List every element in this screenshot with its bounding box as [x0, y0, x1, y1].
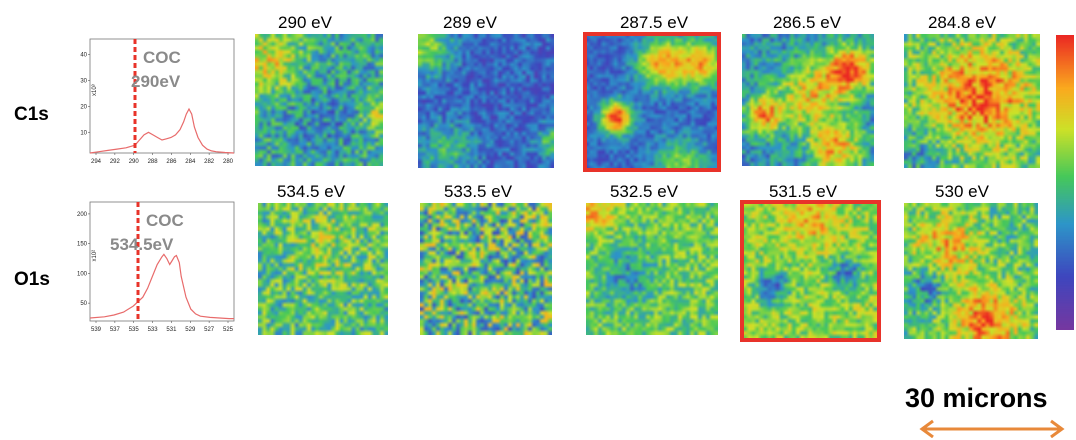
y-tick-label: 150 [77, 242, 88, 248]
y-multiplier: x10³ [92, 84, 98, 96]
map-title: 289 eV [443, 13, 497, 32]
spectrum-plot-c1s: 294 292 290 288 286 284 282 280 40 30 20 10 x10³ COC 2… [76, 35, 236, 175]
map-title: 530 eV [935, 182, 989, 201]
marker-label: COC [143, 48, 181, 67]
x-tick-label: 284 [185, 159, 196, 165]
map-title: 284.8 eV [927, 13, 997, 32]
map-title: 290 eV [278, 13, 332, 32]
spectrum-svg-o1s: 539 537 535 533 531 529 527 525 200 150 100 50 x10² C… [77, 201, 235, 333]
x-tick-label: 288 [148, 159, 159, 165]
intensity-map-o1s-530 [904, 203, 1038, 339]
x-tick-label: 527 [204, 327, 215, 333]
map-title: 533.5 eV [443, 182, 513, 201]
intensity-map-o1s-532-5 [586, 203, 718, 335]
x-tick-label: 537 [110, 327, 121, 333]
map-title: 286.5 eV [772, 13, 842, 32]
x-tick-label: 529 [185, 327, 196, 333]
spectrum-plot-o1s: 539 537 535 533 531 529 527 525 200 150 100 50 x10² C… [76, 198, 236, 343]
intensity-map-o1s-533-5 [420, 203, 552, 335]
spectrum-frame [89, 38, 235, 154]
marker-energy-label: 290eV [131, 72, 181, 91]
intensity-map-o1s-534-5 [258, 203, 388, 335]
x-tick-label: 533 [148, 327, 159, 333]
y-multiplier: x10² [92, 250, 98, 262]
x-tick-label: 286 [166, 159, 177, 165]
map-title: 534.5 eV [276, 182, 346, 201]
y-tick-label: 100 [77, 271, 88, 277]
y-tick-label: 20 [80, 104, 87, 110]
scale-bar-label: 30 microns [905, 383, 1048, 413]
y-tick-label: 200 [77, 212, 88, 218]
marker-energy-label: 534.5eV [110, 235, 174, 254]
spectrum-curve [89, 107, 235, 154]
scale-bar-arrow [919, 419, 1065, 438]
row-label-o1s: O1s [14, 269, 50, 290]
row-label-c1s: C1s [14, 104, 49, 125]
intensity-map-c1s-290 [255, 34, 383, 166]
intensity-map-o1s-531-5 [743, 203, 877, 339]
y-tick-label: 30 [80, 78, 87, 84]
marker-label: COC [146, 211, 184, 230]
spectrum-svg-c1s: 294 292 290 288 286 284 282 280 40 30 20 10 x10³ COC 2… [80, 38, 235, 165]
spectrum-frame [89, 201, 235, 322]
intensity-map-c1s-289 [418, 34, 554, 168]
x-tick-label: 282 [204, 159, 215, 165]
intensity-map-c1s-287-5 [585, 34, 719, 170]
x-tick-label: 539 [91, 327, 102, 333]
x-tick-label: 531 [166, 327, 177, 333]
x-tick-label: 280 [223, 159, 234, 165]
x-tick-label: 525 [223, 327, 234, 333]
spectrum-curve [89, 253, 234, 320]
x-tick-label: 290 [129, 159, 140, 165]
map-title: 531.5 eV [768, 182, 838, 201]
y-tick-label: 10 [80, 130, 87, 136]
x-tick-label: 535 [129, 327, 140, 333]
y-tick-label: 50 [80, 301, 87, 307]
intensity-map-c1s-284-8 [904, 34, 1040, 168]
x-tick-label: 292 [110, 159, 121, 165]
y-tick-label: 40 [80, 53, 87, 59]
intensity-map-c1s-286-5 [742, 34, 874, 166]
map-title: 532.5 eV [609, 182, 679, 201]
map-title: 287.5 eV [619, 13, 689, 32]
x-tick-label: 294 [91, 159, 102, 165]
colorbar [1056, 35, 1074, 330]
